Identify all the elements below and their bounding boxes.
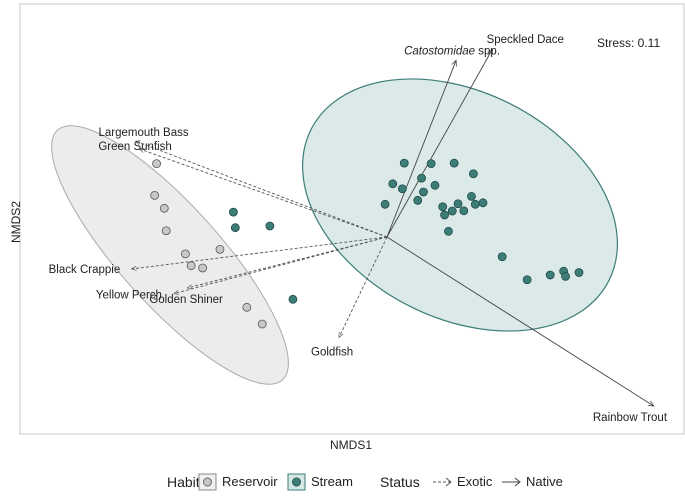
legend: Habitat Reservoir Stream Status Exotic N…	[0, 472, 685, 492]
stream-point-9	[419, 187, 428, 197]
stream-point-3	[288, 294, 298, 304]
vector-label-goldfish: Goldfish	[311, 347, 353, 359]
stream-point-22	[470, 199, 480, 209]
reservoir-point-2	[159, 203, 169, 213]
vector-label-yellow-perch: Yellow Perch	[96, 290, 162, 302]
reservoir-point-1	[150, 190, 160, 200]
stream-point-2	[265, 221, 275, 231]
reservoir-point-4	[180, 249, 190, 259]
stream-point-5	[388, 179, 398, 189]
vector-label-largemouth-bass: Largemouth Bass	[98, 127, 188, 139]
stream-point-25	[522, 275, 532, 285]
vector-arrow-black-crappie	[132, 236, 388, 269]
vector-label-black-crappie: Black Crappie	[49, 264, 121, 276]
legend-native-label: Native	[526, 474, 563, 489]
reservoir-point-8	[242, 302, 252, 312]
stream-point-11	[426, 159, 436, 169]
stream-point-1	[230, 223, 240, 233]
vector-label-green-sunfish: Green Sunfish	[98, 141, 172, 153]
legend-exotic-key	[433, 477, 452, 487]
reservoir-point-3	[161, 226, 171, 236]
legend-stream-label: Stream	[311, 474, 353, 489]
stream-point-28	[561, 271, 570, 281]
reservoir-point-6	[198, 263, 208, 273]
vector-label-golden-shiner: Golden Shiner	[149, 294, 223, 306]
vector-arrow-green-sunfish	[139, 149, 388, 238]
vector-arrow-speckled-dace	[386, 49, 493, 238]
vector-label-rainbow-trout: Rainbow Trout	[593, 412, 668, 424]
stream-point-26	[545, 270, 555, 280]
stream-point-19	[459, 206, 469, 216]
stream-point-17	[453, 199, 463, 209]
stream-point-13	[438, 202, 448, 212]
legend-native-key	[502, 477, 521, 487]
vector-label-speckled-dace: Speckled Dace	[487, 34, 564, 46]
reservoir-point-0	[152, 159, 162, 169]
vector-arrow-goldfish	[338, 236, 388, 338]
stream-point-4	[380, 199, 390, 209]
stream-point-14	[440, 210, 450, 220]
stream-point-23	[478, 198, 488, 208]
reservoir-point-5	[186, 261, 196, 271]
legend-stream-key	[287, 473, 306, 491]
stream-point-8	[413, 195, 423, 205]
stress-annotation: Stress: 0.11	[597, 36, 660, 50]
stream-point-0	[228, 207, 238, 217]
stream-point-21	[468, 169, 478, 179]
stream-point-15	[444, 226, 453, 236]
stream-point-6	[397, 184, 407, 194]
stream-point-18	[449, 158, 459, 168]
reservoir-ellipse	[51, 125, 289, 385]
legend-reservoir-key	[198, 473, 217, 491]
stream-point-12	[430, 180, 440, 190]
stream-point-7	[399, 158, 409, 168]
vector-label-catostomidae-spp-: Catostomidae spp.	[404, 45, 500, 57]
plot-frame	[19, 3, 685, 435]
stream-point-29	[574, 268, 584, 277]
stream-point-16	[447, 206, 457, 216]
legend-reservoir-label: Reservoir	[222, 474, 278, 489]
legend-status-title: Status	[380, 474, 420, 490]
reservoir-point-9	[257, 319, 267, 329]
vector-arrow-catostomidae-spp-	[386, 60, 456, 238]
nmds-plot: Catostomidae spp.Speckled Dace Rainbow Tr…	[19, 3, 685, 435]
stream-point-10	[417, 173, 426, 183]
y-axis-label: NMDS2	[9, 201, 23, 244]
stream-point-24	[497, 252, 507, 262]
reservoir-point-7	[215, 244, 225, 254]
vector-arrow-rainbow-trout	[386, 236, 654, 406]
vector-arrow-golden-shiner	[187, 236, 388, 288]
legend-exotic-label: Exotic	[457, 474, 493, 489]
x-axis-label: NMDS1	[330, 438, 373, 452]
stream-point-20	[467, 191, 476, 201]
